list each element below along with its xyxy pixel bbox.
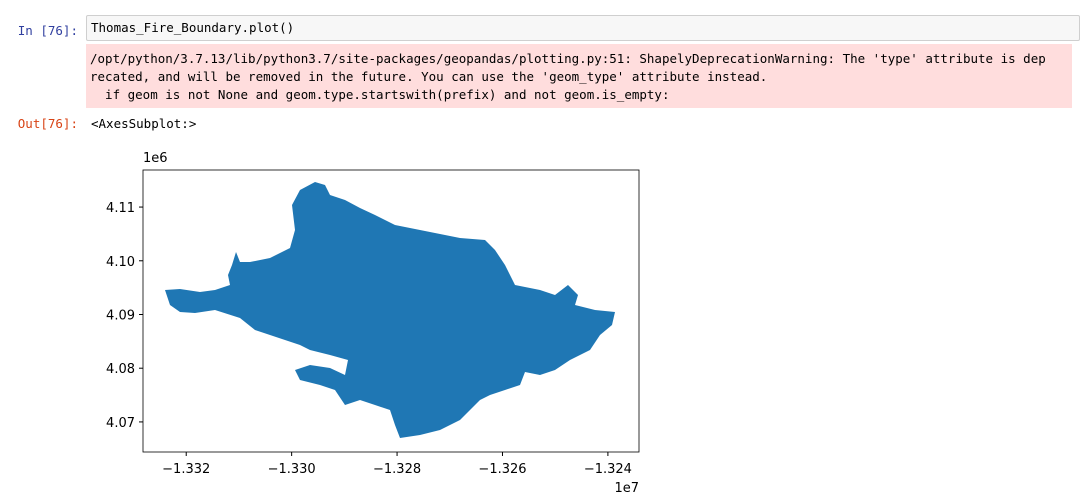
x-tick-label: −1.330: [268, 462, 316, 477]
axes-frame: [142, 169, 640, 453]
x-offset: 1e7: [614, 481, 639, 496]
x-tick-label: −1.332: [162, 462, 210, 477]
code-cell[interactable]: Thomas_Fire_Boundary.plot(): [86, 15, 1080, 41]
x-tick-label: −1.328: [373, 462, 421, 477]
stderr-line: recated, and will be removed in the futu…: [90, 69, 768, 84]
input-prompt: In [76]:: [17, 23, 78, 38]
plot: 1e6 1e7 −1.332 −1.330 −1.328 −1.326 −1.324 4.…: [106, 151, 640, 496]
y-tick-label: 4.10: [106, 255, 135, 270]
stderr-line: /opt/python/3.7.13/lib/python3.7/site-pa…: [90, 51, 1046, 66]
x-tick-label: −1.326: [478, 462, 526, 477]
stderr-output: /opt/python/3.7.13/lib/python3.7/site-pa…: [86, 44, 1072, 108]
fire-boundary: [165, 182, 615, 438]
y-tick-label: 4.11: [106, 201, 135, 216]
stderr-line: if geom is not None and geom.type.starts…: [90, 87, 670, 102]
output-prompt: Out[76]:: [17, 116, 78, 131]
output-text: <AxesSubplot:>: [91, 116, 197, 131]
x-tick-label: −1.324: [584, 462, 632, 477]
y-tick-label: 4.08: [106, 362, 135, 377]
y-tick-label: 4.07: [106, 416, 135, 431]
y-tick-label: 4.09: [106, 308, 135, 323]
y-offset: 1e6: [143, 151, 168, 166]
